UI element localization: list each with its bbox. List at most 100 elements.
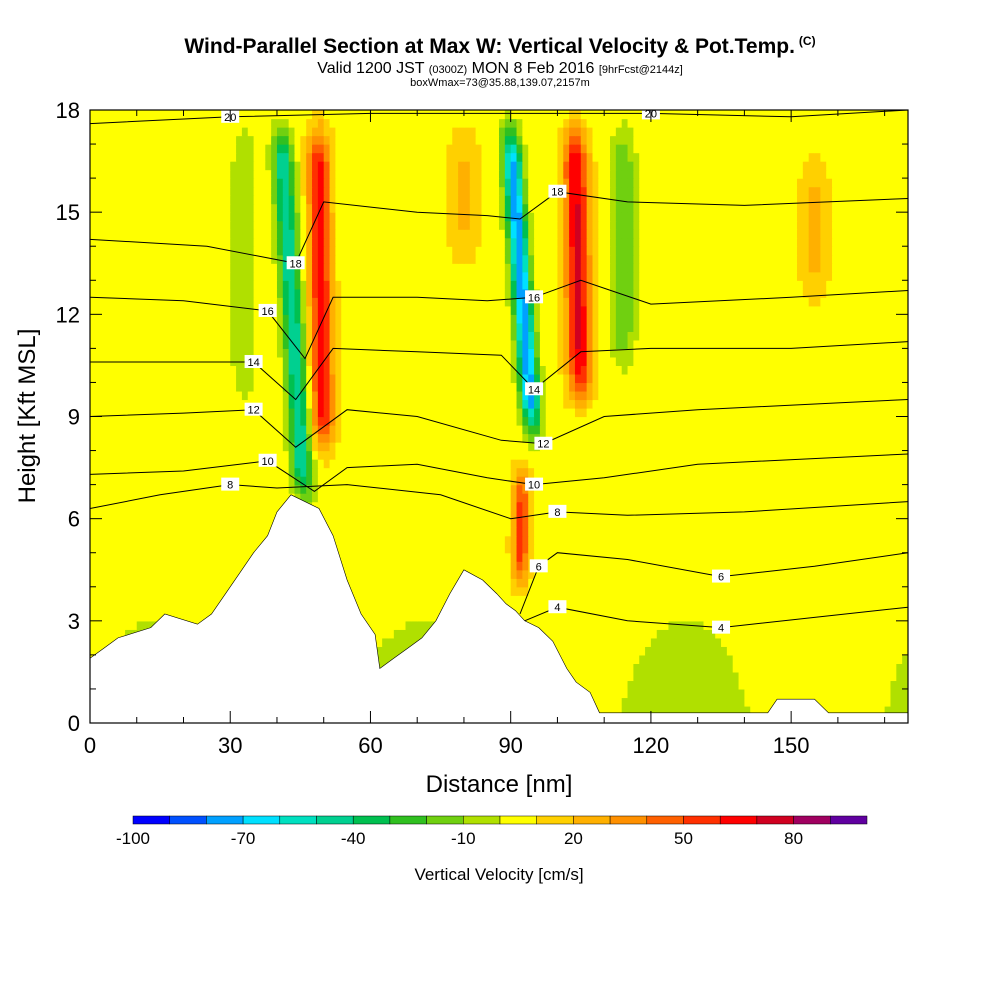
field-cell [738,697,745,707]
field-cell [861,671,868,682]
field-cell [610,493,617,503]
field-cell [434,493,442,503]
field-cell [826,569,833,579]
field-cell [843,586,851,596]
field-cell [446,416,453,426]
field-cell [709,680,716,690]
field-cell [130,425,138,435]
field-cell [586,425,594,435]
field-cell [487,467,494,477]
field-cell [516,433,523,443]
field-cell [709,654,716,664]
field-cell [423,595,430,605]
field-cell [721,433,728,443]
field-cell [639,501,646,511]
field-cell [481,552,488,562]
field-cell [206,467,214,477]
field-cell [826,552,833,562]
field-cell [703,629,710,639]
field-cell [399,629,407,639]
field-cell [697,595,705,605]
field-cell [750,612,757,622]
field-cell [598,527,605,537]
field-cell [259,484,266,494]
field-cell [446,442,453,452]
field-cell [522,467,529,477]
field-cell [399,425,407,435]
field-cell [411,603,418,613]
field-cell [323,476,331,486]
field-cell [411,459,418,469]
field-cell [639,603,646,613]
field-cell [417,561,424,571]
field-cell [119,561,126,571]
field-cell [890,629,897,639]
field-cell [329,450,336,460]
field-cell [317,459,325,469]
field-cell [580,450,588,460]
field-cell [662,450,670,460]
field-cell [201,493,208,503]
field-cell [761,527,769,537]
field-cell [183,442,190,452]
field-cell [668,612,675,622]
field-cell [721,510,728,520]
field-cell [265,425,272,435]
field-cell [849,586,857,596]
field-cell [458,476,465,486]
field-cell [528,425,535,435]
field-cell [697,620,705,630]
field-cell [323,501,331,511]
field-cell [458,501,465,511]
field-cell [820,595,827,605]
field-cell [569,629,576,639]
field-cell [504,433,512,443]
field-cell [615,595,623,605]
field-cell [387,433,395,443]
field-cell [499,476,506,486]
field-cell [393,450,401,460]
field-cell [726,646,734,656]
field-cell [867,476,874,486]
field-cell [832,586,839,596]
field-cell [872,569,880,579]
field-cell [627,620,634,630]
field-cell [417,459,424,469]
field-cell [195,544,202,554]
field-cell [598,663,605,673]
field-cell [528,433,535,443]
field-cell [136,510,144,520]
field-cell [685,595,693,605]
field-cell [224,433,231,443]
field-cell [206,459,214,469]
field-cell [580,671,588,682]
field-cell [370,501,377,511]
field-cell [475,416,483,426]
field-cell [680,459,687,469]
field-cell [440,535,448,545]
field-cell [808,467,816,477]
field-cell [791,637,798,647]
field-cell [177,467,185,477]
field-cell [487,527,494,537]
field-cell [440,442,448,452]
field-cell [580,620,588,630]
field-cell [352,442,360,452]
field-cell [767,493,775,503]
field-cell [224,442,231,452]
field-cell [376,620,383,630]
field-cell [493,552,500,562]
field-cell [703,484,710,494]
field-cell [697,501,705,511]
field-cell [528,501,535,511]
field-cell [691,450,699,460]
field-cell [247,416,255,426]
field-cell [452,501,459,511]
field-cell [814,586,821,596]
field-cell [615,603,623,613]
field-cell [376,476,383,486]
field-cell [726,586,734,596]
field-cell [545,595,553,605]
field-cell [849,620,857,630]
field-cell [195,425,202,435]
